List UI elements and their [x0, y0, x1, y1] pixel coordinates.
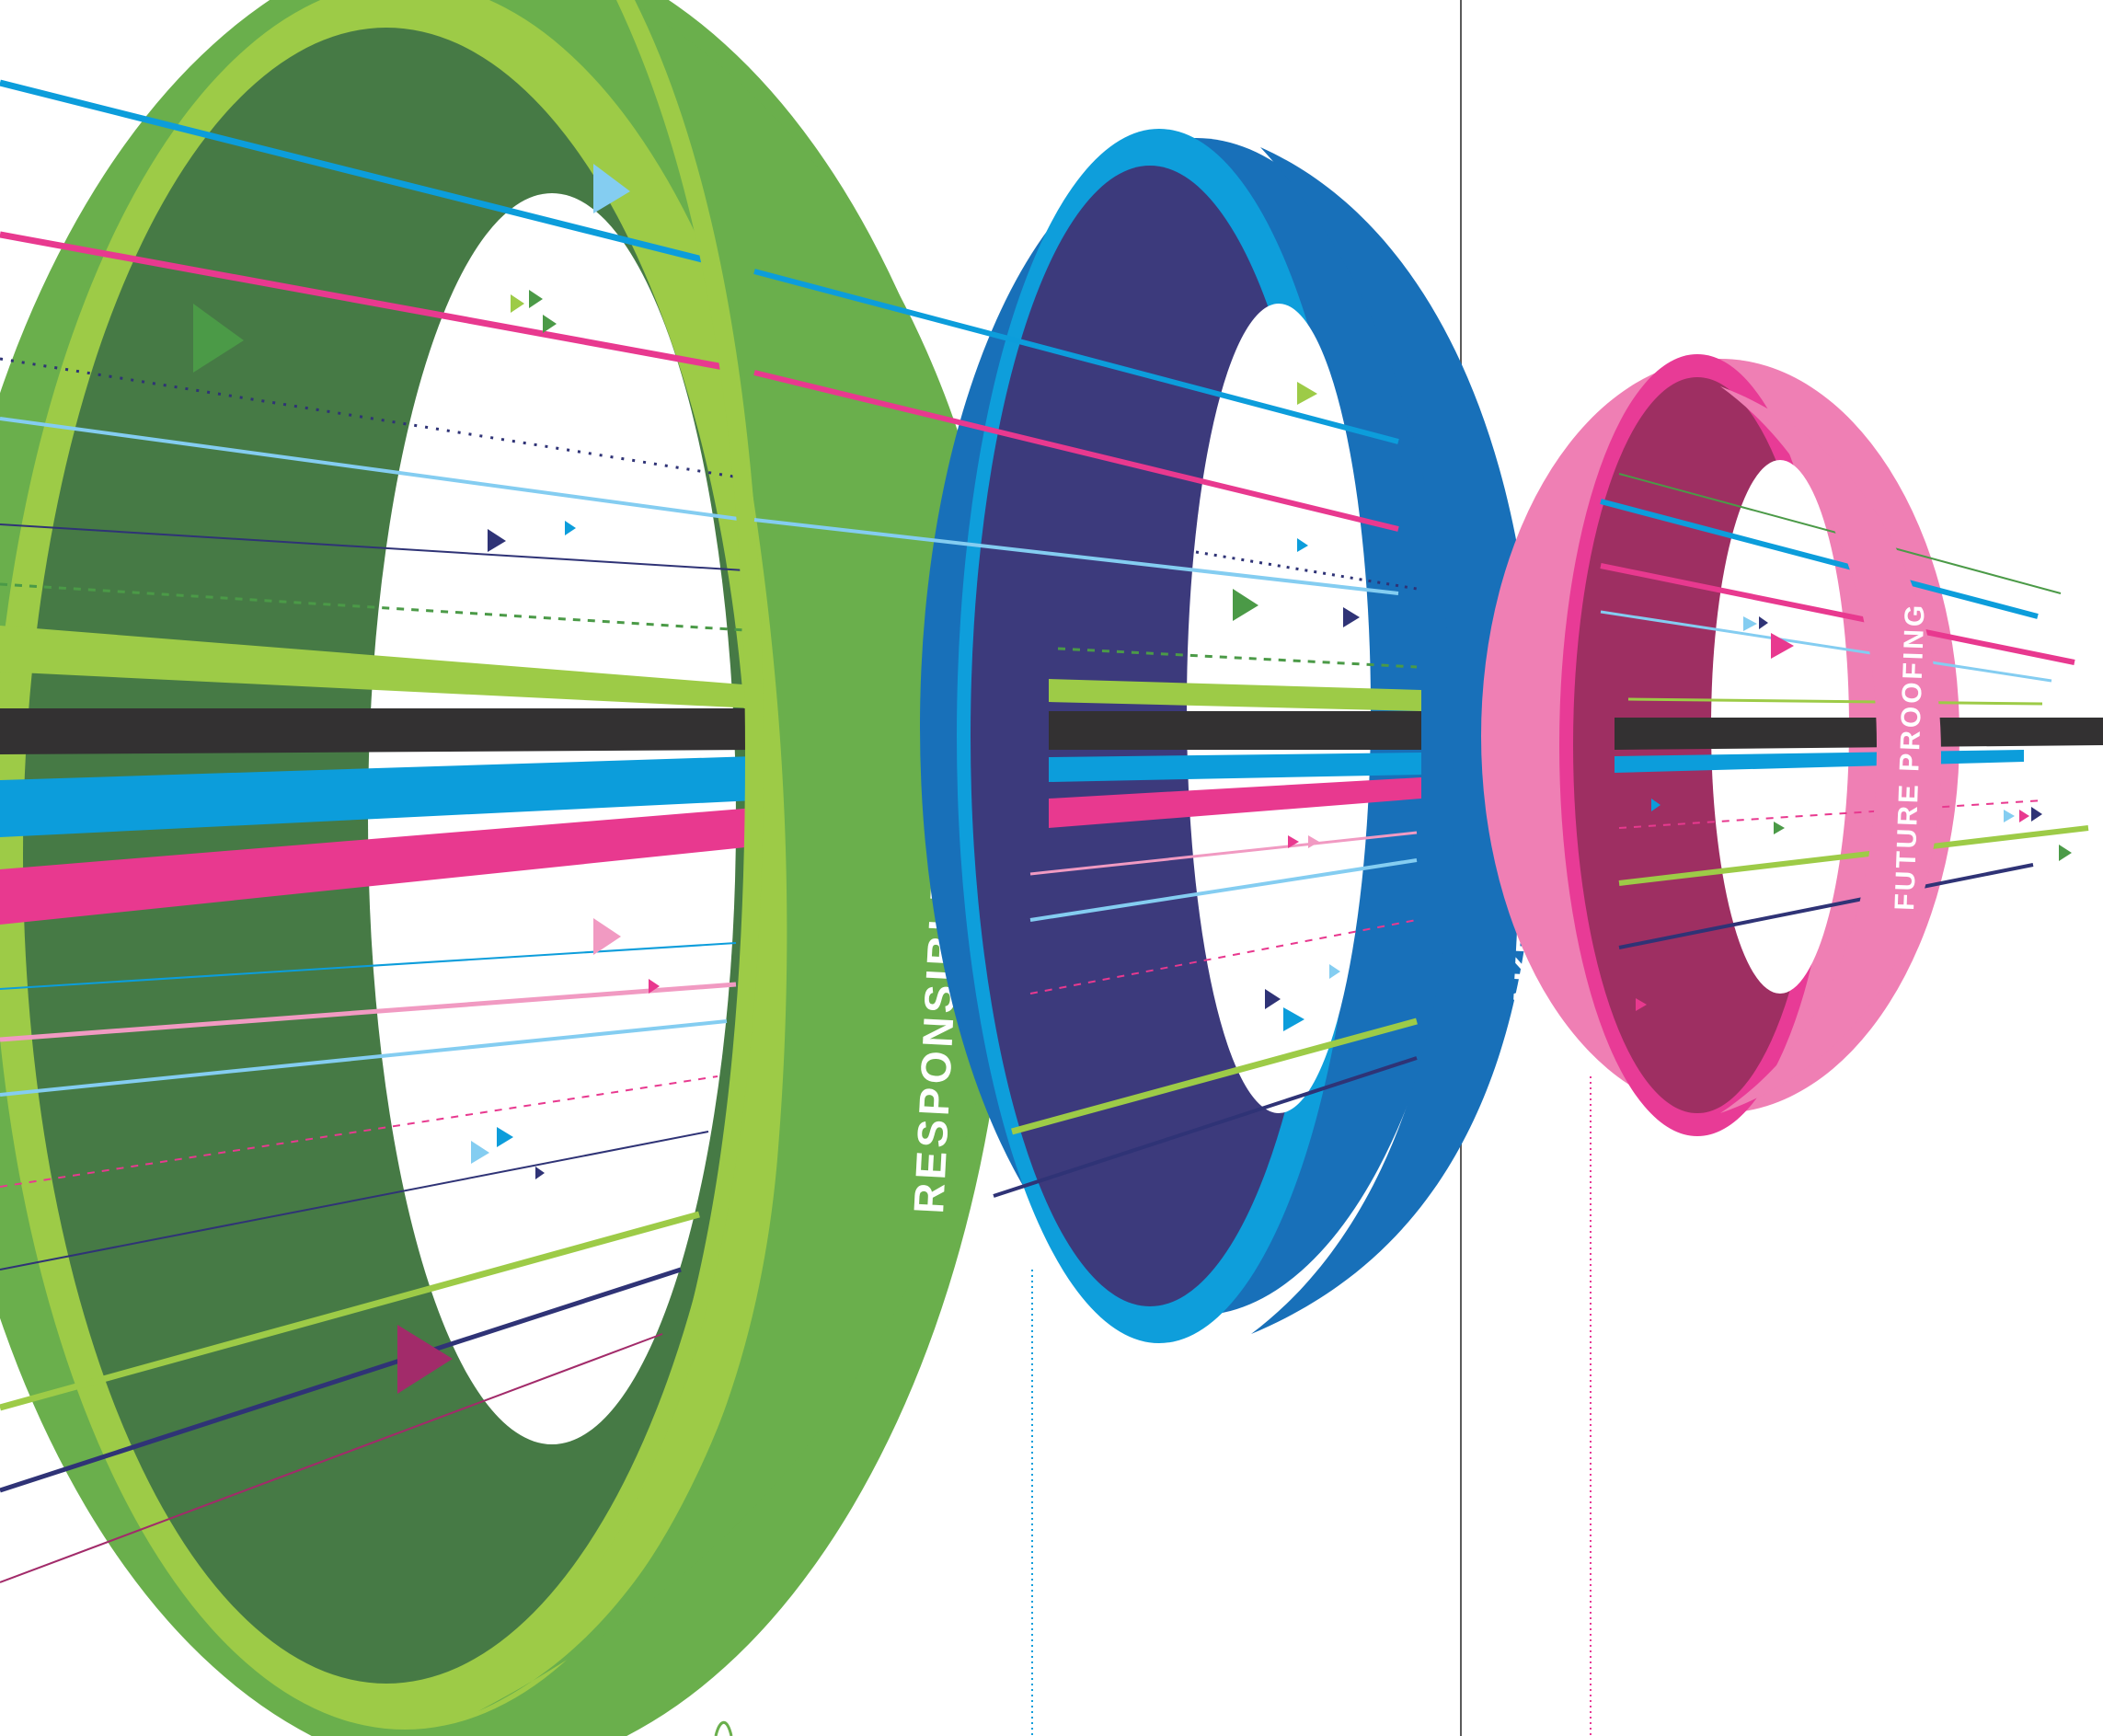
arrow-triangle-icon [1771, 633, 1794, 659]
arrow-triangle-icon [1759, 616, 1768, 629]
arrow-triangle-icon [2004, 810, 2015, 822]
arrow-triangle-icon [1297, 382, 1317, 405]
lines-layer-2 [753, 269, 1418, 1198]
arrow-markers [193, 164, 2072, 1394]
arrow-triangle-icon [488, 529, 506, 552]
lines-layer-1 [0, 79, 755, 1583]
arrow-triangle-icon [1651, 799, 1661, 811]
arrow-triangle-icon [2059, 845, 2072, 861]
bottom-squiggle [714, 1720, 733, 1736]
arrow-triangle-icon [1283, 1007, 1304, 1031]
arrow-triangle-icon [193, 304, 244, 373]
arrow-triangle-icon [2019, 810, 2029, 822]
arrow-triangle-icon [1343, 607, 1360, 627]
center-bands-1 [0, 626, 754, 925]
arrow-triangle-icon [1308, 835, 1319, 848]
arrow-triangle-icon [1288, 835, 1299, 848]
arrow-triangle-icon [1265, 989, 1281, 1009]
arrow-triangle-icon [1297, 538, 1308, 552]
arrow-triangle-icon [593, 918, 621, 955]
arrow-triangle-icon [397, 1325, 453, 1394]
arrow-triangle-icon [1743, 616, 1757, 631]
arrow-triangle-icon [565, 521, 576, 535]
arrow-triangle-icon [471, 1141, 489, 1164]
arrow-triangle-icon [535, 1167, 545, 1179]
arrow-triangle-icon [1329, 964, 1340, 979]
arrow-triangle-icon [593, 164, 630, 213]
arrow-triangle-icon [649, 979, 660, 994]
arrow-triangle-icon [511, 294, 524, 313]
arrow-triangle-icon [2031, 807, 2042, 822]
arrow-triangle-icon [497, 1127, 513, 1147]
arrow-triangle-icon [1774, 822, 1785, 834]
lines-layer-3 [1600, 473, 2089, 949]
center-bands-3 [1615, 718, 2103, 773]
arrow-triangle-icon [543, 315, 557, 333]
arrow-triangle-icon [1233, 589, 1258, 621]
ring-3-front: FUTURE PROOFING [1720, 386, 1941, 1113]
arrow-triangle-icon [1636, 998, 1647, 1011]
arrow-triangle-icon [529, 290, 543, 308]
center-bands-2 [1049, 679, 1421, 828]
